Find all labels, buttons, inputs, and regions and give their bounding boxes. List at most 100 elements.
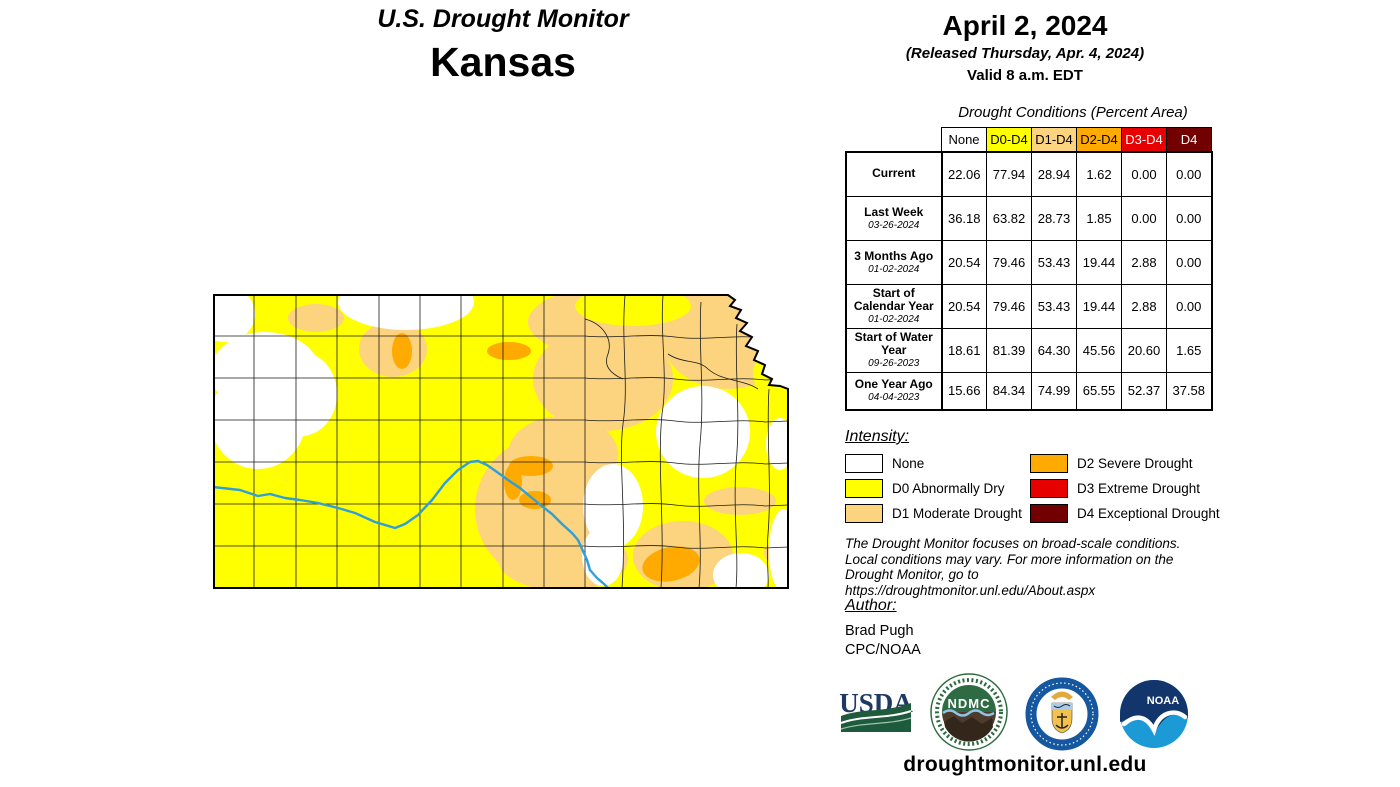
legend-label: D4 Exceptional Drought	[1077, 506, 1220, 521]
row-date: 09-26-2023	[868, 358, 920, 369]
table-cell: 0.00	[1166, 239, 1213, 285]
usda-swoosh-2	[840, 717, 912, 730]
col-header-none: None	[941, 127, 987, 153]
usda-logo: USDA	[838, 688, 914, 751]
legend-label: D0 Abnormally Dry	[892, 481, 1005, 496]
ndmc-ring-text	[935, 678, 1003, 746]
table-cell: 0.00	[1166, 283, 1213, 329]
table-cell: 81.39	[986, 327, 1032, 373]
disclaimer-text: The Drought Monitor focuses on broad-sca…	[845, 536, 1227, 598]
legend-item-none: None	[845, 454, 1030, 473]
table-cell: 1.62	[1076, 151, 1122, 197]
table-cell: 64.30	[1031, 327, 1077, 373]
table-cell: 15.66	[941, 371, 987, 411]
none-swatch	[845, 454, 883, 473]
table-header-row: None D0-D4 D1-D4 D2-D4 D3-D4 D4	[846, 127, 1212, 153]
col-header-d0d4: D0-D4	[986, 127, 1032, 153]
legend-item-d2: D2 Severe Drought	[1030, 454, 1230, 473]
ndmc-logo-text: NDMC	[948, 696, 991, 711]
noaa-gull	[1121, 710, 1188, 736]
ndmc-logo: NDMC	[930, 673, 1008, 756]
table-row: Last Week 03-26-2024 36.18 63.82 28.73 1.…	[845, 195, 1213, 241]
report-date: April 2, 2024	[942, 10, 1108, 41]
table-cell: 2.88	[1121, 283, 1167, 329]
legend-label: D2 Severe Drought	[1077, 456, 1193, 471]
intensity-legend: None D0 Abnormally Dry D1 Moderate Droug…	[845, 451, 1230, 526]
table-cell: 36.18	[941, 195, 987, 241]
kansas-drought-map	[213, 294, 793, 590]
table-cell: 1.85	[1076, 195, 1122, 241]
table-cell: 0.00	[1166, 195, 1213, 241]
noaa-logo: NOAA	[1119, 679, 1189, 754]
disclaimer-line: Drought Monitor, go to https://droughtmo…	[845, 567, 1096, 598]
col-header-d1d4: D1-D4	[1031, 127, 1077, 153]
row-date: 01-02-2024	[868, 263, 920, 275]
table-row: 3 Months Ago 01-02-2024 20.54 79.46 53.43…	[845, 239, 1213, 285]
table-cell: 79.46	[986, 283, 1032, 329]
row-label: Start of Calendar Year 01-02-2024	[845, 283, 943, 329]
table-cell: 84.34	[986, 371, 1032, 411]
legend-item-d4: D4 Exceptional Drought	[1030, 504, 1230, 523]
author-block: Author: Brad Pugh CPC/NOAA	[845, 597, 921, 660]
state-outline	[213, 294, 789, 589]
table-row: One Year Ago 04-04-2023 15.66 84.34 74.99…	[845, 371, 1213, 411]
d2-swatch	[1030, 454, 1068, 473]
ndmc-green-half	[942, 685, 996, 712]
table-cell: 45.56	[1076, 327, 1122, 373]
table-cell: 53.43	[1031, 239, 1077, 285]
doc-seal-logo	[1024, 676, 1100, 757]
river-line	[214, 459, 610, 588]
doc-anchor	[1055, 713, 1069, 729]
table-cell: 20.54	[941, 239, 987, 285]
table-cell: 0.00	[1121, 195, 1167, 241]
table-cell: 28.73	[1031, 195, 1077, 241]
table-cell: 53.43	[1031, 283, 1077, 329]
row-label: One Year Ago 04-04-2023	[845, 371, 943, 411]
row-date: 03-26-2024	[868, 219, 920, 231]
author-heading: Author:	[845, 597, 897, 614]
page-title: U.S. Drought Monitor	[377, 5, 629, 33]
table-row: Current 22.06 77.94 28.94 1.62 0.00 0.00	[845, 151, 1213, 197]
disclaimer-line: Local conditions may vary. For more info…	[845, 551, 1174, 567]
ndmc-mountains	[944, 716, 993, 742]
state-title: Kansas	[430, 39, 576, 85]
col-header-d3d4: D3-D4	[1121, 127, 1167, 153]
table-row: Start of Water Year 09-26-2023 18.61 81.3…	[845, 327, 1213, 373]
drought-conditions-table: None D0-D4 D1-D4 D2-D4 D3-D4 D4 Current …	[845, 127, 1213, 411]
table-cell: 52.37	[1121, 371, 1167, 411]
table-caption: Drought Conditions (Percent Area)	[958, 104, 1188, 121]
legend-item-d0: D0 Abnormally Dry	[845, 479, 1030, 498]
table-cell: 0.00	[1121, 151, 1167, 197]
none-areas	[214, 295, 788, 588]
usda-swoosh	[840, 710, 912, 724]
row-label: Last Week 03-26-2024	[845, 195, 943, 241]
table-cell: 0.00	[1166, 151, 1213, 197]
author-name: Brad Pugh	[845, 623, 914, 639]
d0-swatch	[845, 479, 883, 498]
disclaimer-line: The Drought Monitor focuses on broad-sca…	[845, 536, 1181, 551]
table-cell: 2.88	[1121, 239, 1167, 285]
table-cell: 22.06	[941, 151, 987, 197]
date-block: April 2, 2024 (Released Thursday, Apr. 4…	[845, 10, 1205, 86]
d1-swatch	[845, 504, 883, 523]
table-cell: 63.82	[986, 195, 1032, 241]
row-date: 04-04-2023	[868, 392, 920, 404]
author-org: CPC/NOAA	[845, 642, 921, 658]
table-cell: 77.94	[986, 151, 1032, 197]
map-title-block: U.S. Drought Monitor Kansas	[213, 4, 793, 85]
intensity-heading: Intensity:	[845, 428, 910, 445]
legend-item-d3: D3 Extreme Drought	[1030, 479, 1230, 498]
site-url: droughtmonitor.unl.edu	[903, 753, 1147, 776]
d3-swatch	[1030, 479, 1068, 498]
table-cell: 74.99	[1031, 371, 1077, 411]
county-lines	[214, 295, 788, 588]
row-label: Current	[845, 151, 943, 197]
legend-item-d1: D1 Moderate Drought	[845, 504, 1030, 523]
col-header-d2d4: D2-D4	[1076, 127, 1122, 153]
row-label: 3 Months Ago 01-02-2024	[845, 239, 943, 285]
released-date: (Released Thursday, Apr. 4, 2024)	[905, 45, 1145, 62]
table-row: Start of Calendar Year 01-02-2024 20.54 7…	[845, 283, 1213, 329]
table-cell: 1.65	[1166, 327, 1213, 373]
table-cell: 37.58	[1166, 371, 1213, 411]
table-corner-cell	[846, 128, 942, 153]
